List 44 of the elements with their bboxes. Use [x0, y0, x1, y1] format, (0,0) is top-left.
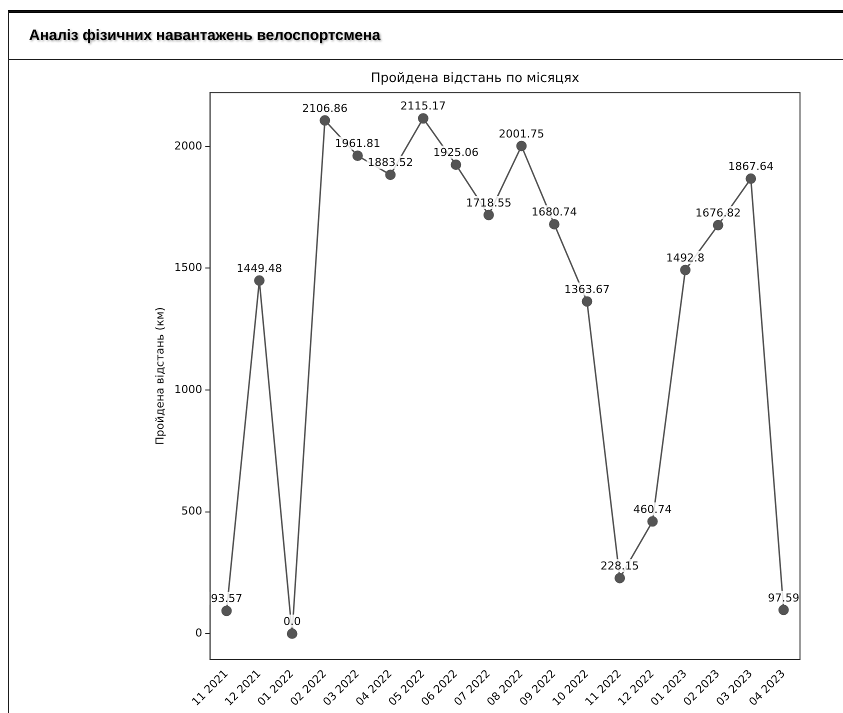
point: [418, 113, 428, 124]
point: [286, 628, 298, 639]
y-tick-label: 2000: [174, 139, 202, 152]
data-label: 1718.55: [466, 196, 512, 210]
point: [647, 516, 658, 527]
point: [582, 296, 592, 307]
y-axis-title: Пройдена відстань (км): [153, 307, 166, 446]
y-tick-label: 1000: [174, 382, 202, 396]
point: [680, 264, 691, 276]
data-label: 1449.48: [236, 262, 282, 275]
data-label: 1925.06: [433, 146, 479, 160]
data-label: 1680.74: [532, 206, 577, 219]
chart-subtitle: Пройдена відстань по місяцях: [370, 71, 580, 86]
point: [712, 220, 724, 230]
data-label: 2001.75: [498, 127, 544, 140]
data-label: 2106.86: [302, 102, 348, 115]
point: [516, 140, 527, 152]
data-label: 93.57: [210, 592, 242, 606]
data-label: 460.74: [633, 502, 672, 516]
point: [254, 275, 265, 286]
y-tick-label: 0: [195, 626, 202, 640]
data-label: 0.0: [283, 615, 301, 628]
data-label: 1676.82: [695, 206, 741, 220]
y-tick-label: 1500: [174, 261, 202, 274]
point: [778, 604, 789, 616]
data-label: 1492.8: [666, 251, 705, 264]
chart-title: Аналіз фізичних навантажень велоспортсмена: [29, 27, 380, 44]
point: [614, 572, 626, 584]
point: [746, 173, 756, 184]
point: [450, 159, 462, 170]
data-label: 228.15: [600, 559, 640, 572]
point: [385, 170, 396, 180]
point: [483, 210, 494, 220]
y-tick-label: 500: [181, 504, 202, 518]
data-label: 2115.17: [400, 100, 446, 113]
data-label: 1867.64: [728, 160, 774, 174]
data-label: 97.59: [768, 591, 800, 604]
point: [221, 606, 232, 616]
point: [352, 150, 363, 161]
point: [548, 218, 560, 230]
data-label: 1363.67: [564, 282, 610, 296]
point: [320, 115, 330, 126]
data-label: 1883.52: [368, 156, 414, 170]
data-label: 1961.81: [334, 137, 380, 150]
